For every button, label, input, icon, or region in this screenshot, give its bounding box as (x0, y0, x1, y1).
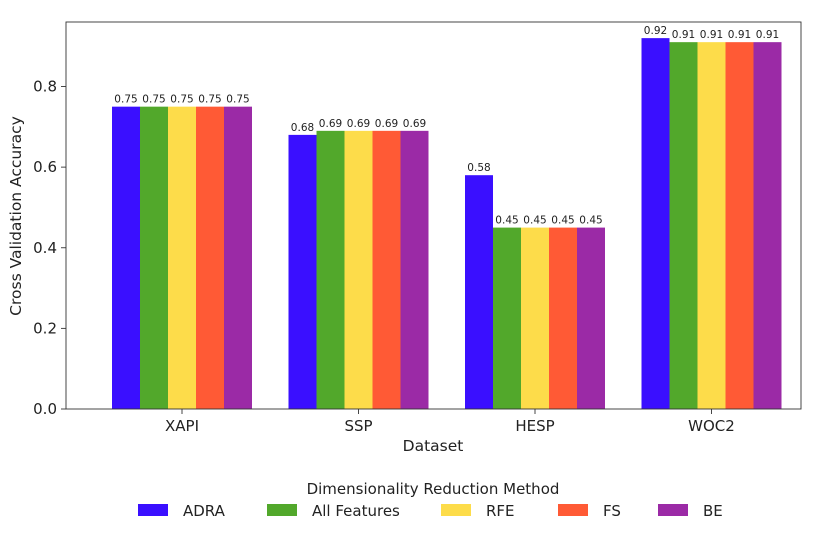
legend-item-rfe: RFE (441, 502, 515, 520)
bar-value-label: 0.58 (467, 162, 490, 174)
bar-be-woc2 (753, 42, 782, 409)
bar-adra-woc2 (641, 38, 670, 410)
legend-swatch (658, 504, 688, 516)
bar-be-hesp (577, 227, 605, 409)
bar-be-xapi (224, 106, 252, 409)
legend-item-fs: FS (558, 502, 621, 520)
bar-rfe-woc2 (697, 42, 726, 409)
bar-value-label: 0.75 (226, 94, 249, 106)
bar-value-label: 0.45 (523, 215, 546, 227)
bar-rfe-xapi (168, 106, 196, 409)
bar-fs-xapi (196, 106, 224, 409)
bar-fs-woc2 (725, 42, 754, 409)
bar-value-label: 0.91 (756, 29, 779, 41)
legend-swatch (138, 504, 168, 516)
legend-label: FS (603, 502, 621, 520)
bar-value-label: 0.75 (198, 94, 221, 106)
y-tick-label: 0.2 (33, 319, 57, 337)
bar-value-label: 0.92 (644, 25, 667, 37)
bar-adra-hesp (465, 175, 493, 409)
bar-value-label: 0.69 (403, 118, 426, 130)
legend-item-adra: ADRA (138, 502, 226, 520)
bar-value-label: 0.91 (700, 29, 723, 41)
legend-item-be: BE (658, 502, 723, 520)
axes-layer: 0.0 0.2 0.4 0.6 0.8 XAPI SSP HESP WOC2 (33, 21, 802, 435)
legend-title: Dimensionality Reduction Method (307, 480, 560, 498)
y-axis-title: Cross Validation Accuracy (7, 116, 25, 316)
y-tick-label: 0.4 (33, 239, 57, 257)
plot-frame (65, 21, 802, 410)
bar-adra-xapi (112, 106, 140, 409)
bar-value-label: 0.75 (114, 94, 137, 106)
bar-value-label: 0.91 (672, 29, 695, 41)
bar-value-label: 0.69 (375, 118, 398, 130)
bar-fs-hesp (549, 227, 577, 409)
legend-label: ADRA (183, 502, 226, 520)
bar-all-features-hesp (493, 227, 521, 409)
bar-adra-ssp (288, 134, 317, 410)
bar-be-ssp (400, 130, 429, 409)
bar-value-label: 0.45 (551, 215, 574, 227)
bar-value-label: 0.45 (579, 215, 602, 227)
bar-value-label: 0.69 (319, 118, 342, 130)
legend-swatch (267, 504, 297, 516)
bar-value-label: 0.91 (728, 29, 751, 41)
legend-swatch (441, 504, 471, 516)
legend-label: RFE (486, 502, 515, 520)
y-tick-label: 0.0 (33, 400, 57, 418)
bar-rfe-ssp (344, 130, 373, 409)
legend: ADRA All Features RFE FS BE (138, 502, 723, 520)
x-tick-label: WOC2 (688, 417, 735, 435)
value-labels-layer: 0.75 0.68 0.58 0.92 0.75 0.69 0.45 0.91 0.75 0.69… (114, 25, 779, 226)
x-tick-label: XAPI (165, 417, 199, 435)
bar-value-label: 0.75 (142, 94, 165, 106)
legend-swatch (558, 504, 588, 516)
legend-label: BE (703, 502, 723, 520)
x-tick-label: SSP (344, 417, 372, 435)
x-axis-title: Dataset (403, 437, 464, 455)
bar-all-features-woc2 (669, 42, 698, 409)
bar-value-label: 0.68 (291, 122, 314, 134)
bar-rfe-hesp (521, 227, 549, 409)
x-tick-label: HESP (515, 417, 554, 435)
bar-fs-ssp (372, 130, 401, 409)
bar-all-features-xapi (140, 106, 168, 409)
bar-all-features-ssp (316, 130, 345, 409)
legend-item-all-features: All Features (267, 502, 400, 520)
bar-value-label: 0.69 (347, 118, 370, 130)
bars-layer (112, 38, 782, 410)
y-tick-label: 0.6 (33, 158, 57, 176)
bar-value-label: 0.75 (170, 94, 193, 106)
legend-label: All Features (312, 502, 400, 520)
y-tick-label: 0.8 (33, 78, 57, 96)
bar-value-label: 0.45 (495, 215, 518, 227)
